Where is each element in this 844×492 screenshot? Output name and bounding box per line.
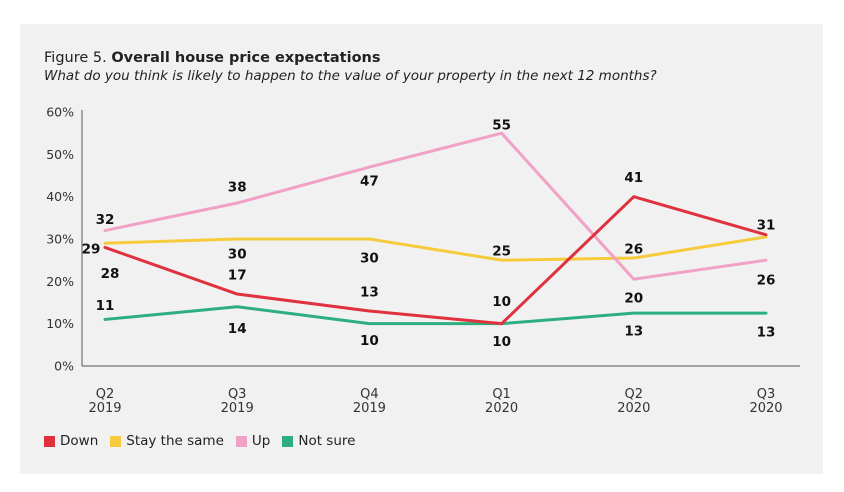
legend-item-up: Up	[235, 433, 271, 449]
series-line-down	[103, 195, 768, 326]
figure-title: Figure 5. Overall house price expectatio…	[44, 50, 381, 66]
legend-item-down: Down	[44, 433, 98, 449]
data-label-up: 26	[757, 273, 776, 289]
figure-number: Figure 5.	[44, 50, 107, 66]
data-label-not-sure: 10	[360, 333, 379, 349]
series-line-not-sure	[103, 305, 768, 326]
data-label-up: 55	[492, 118, 511, 134]
data-label-not-sure: 11	[96, 298, 115, 314]
legend-label: Not sure	[298, 433, 356, 449]
data-label-not-sure: 14	[228, 321, 247, 337]
legend-label: Down	[60, 433, 99, 449]
x-tick-label-year: 2019	[221, 401, 254, 416]
data-label-stay-the-same: 29	[82, 242, 101, 258]
y-tick-label: 10%	[46, 316, 74, 331]
data-label-up: 20	[624, 291, 643, 307]
x-tick-label: Q2	[96, 387, 115, 402]
legend-label: Stay the same	[126, 433, 224, 449]
data-label-up: 38	[228, 180, 247, 196]
data-label-not-sure: 13	[624, 324, 643, 340]
figure-main-title: Overall house price expectations	[111, 50, 381, 66]
legend-swatch	[44, 435, 55, 447]
legend-swatch	[235, 435, 247, 447]
x-tick-label-year: 2020	[749, 401, 782, 416]
data-label-down: 41	[624, 170, 643, 186]
y-tick-label: 20%	[46, 274, 74, 289]
data-label-not-sure: 13	[757, 325, 776, 341]
legend-swatch	[110, 435, 122, 447]
data-label-down: 17	[228, 268, 247, 284]
data-label-down: 28	[101, 266, 120, 282]
series-line-stay-the-same	[103, 235, 768, 262]
data-label-up: 47	[360, 174, 379, 190]
data-label-stay-the-same: 30	[360, 251, 379, 267]
data-label-not-sure: 10	[492, 334, 511, 350]
data-label-down: 31	[757, 217, 776, 233]
y-tick-label: 50%	[46, 147, 74, 162]
x-tick-label: Q1	[492, 387, 511, 402]
x-tick-label: Q2	[625, 387, 644, 402]
x-tick-label-year: 2019	[88, 401, 121, 416]
series-line-up	[103, 131, 768, 281]
y-tick-label: 60%	[46, 105, 74, 120]
chart-legend: Down Stay the same Up Not sure	[44, 433, 367, 449]
y-tick-label: 30%	[46, 232, 74, 247]
data-label-stay-the-same: 30	[228, 247, 247, 263]
x-tick-label: Q4	[360, 387, 379, 402]
legend-item-stay-the-same: Stay the same	[110, 433, 224, 449]
data-label-down: 10	[492, 294, 511, 310]
y-tick-label: 0%	[54, 359, 74, 374]
legend-label: Up	[251, 433, 271, 449]
y-tick-label: 40%	[46, 189, 74, 204]
data-label-down: 13	[360, 284, 379, 300]
data-label-up: 32	[96, 212, 115, 228]
x-tick-label-year: 2020	[617, 401, 650, 416]
legend-item-not-sure: Not sure	[282, 433, 355, 449]
x-tick-label-year: 2020	[485, 401, 518, 416]
data-label-stay-the-same: 26	[624, 242, 643, 258]
x-tick-label: Q3	[228, 387, 247, 402]
x-tick-label: Q3	[757, 387, 776, 402]
x-tick-label-year: 2019	[353, 401, 386, 416]
figure-subtitle: What do you think is likely to happen to…	[44, 68, 657, 84]
data-label-stay-the-same: 25	[492, 244, 511, 260]
legend-swatch	[282, 435, 294, 447]
